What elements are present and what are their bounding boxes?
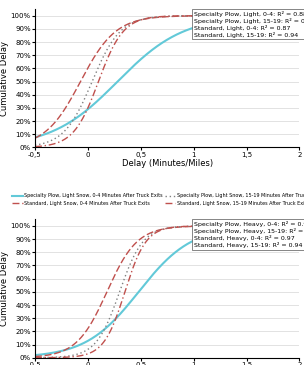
X-axis label: Delay (Minutes/Miles): Delay (Minutes/Miles): [122, 159, 213, 168]
Y-axis label: Cumulative Delay: Cumulative Delay: [0, 41, 9, 116]
Text: Specialty Plow, Light, 0-4: R² = 0.88
Specialty Plow, Light, 15-19: R² = 0.92
St: Specialty Plow, Light, 0-4: R² = 0.88 Sp…: [194, 11, 304, 38]
Y-axis label: Cumulative Delay: Cumulative Delay: [0, 251, 9, 326]
Text: Specialty Plow, Heavy, 0-4: R² = 0.99
Specialty Plow, Heavy, 15-19: R² = 0.97
St: Specialty Plow, Heavy, 0-4: R² = 0.99 Sp…: [194, 221, 304, 248]
Legend: Specialty Plow, Light Snow, 0-4 Minutes After Truck Exits, Standard, Light Snow,: Specialty Plow, Light Snow, 0-4 Minutes …: [12, 193, 304, 206]
